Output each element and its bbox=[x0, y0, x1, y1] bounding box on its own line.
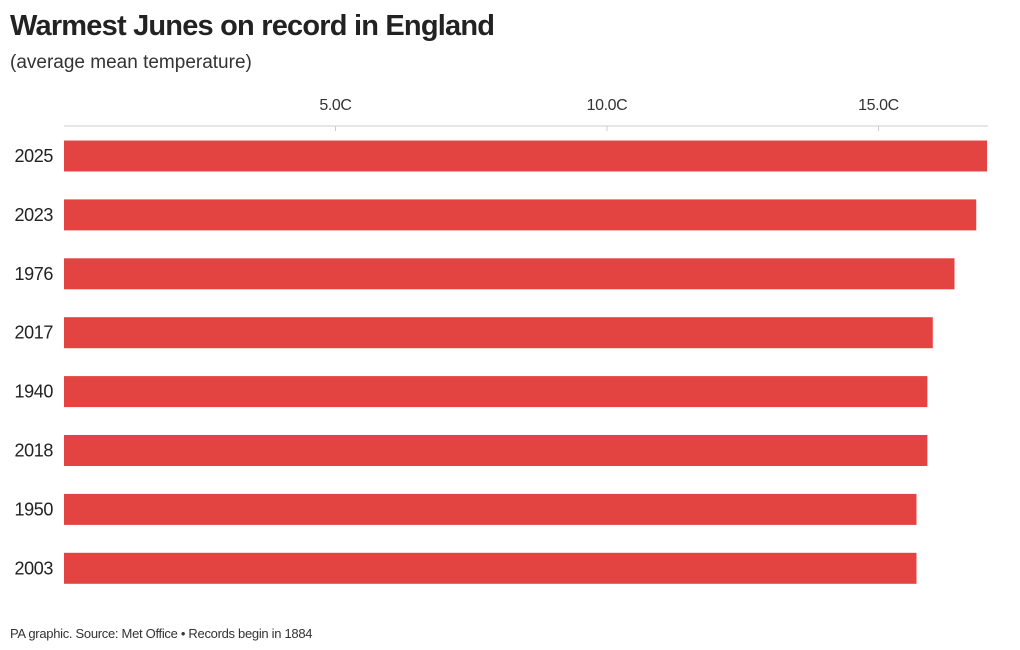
category-label: 2018 bbox=[15, 441, 54, 461]
bar-2023 bbox=[64, 199, 977, 231]
bar-2025 bbox=[64, 140, 988, 172]
x-tick-label: 15.0C bbox=[858, 97, 899, 114]
source-note: PA graphic. Source: Met Office • Records… bbox=[10, 626, 313, 641]
chart-title: Warmest Junes on record in England bbox=[10, 10, 495, 42]
bar-1976 bbox=[64, 258, 955, 290]
category-label: 1976 bbox=[15, 264, 54, 284]
x-tick-label: 5.0C bbox=[319, 97, 351, 114]
bar-2003 bbox=[64, 552, 917, 584]
category-label: 2017 bbox=[15, 323, 54, 343]
x-tick-label: 10.0C bbox=[587, 97, 628, 114]
bar-1940 bbox=[64, 376, 928, 408]
bars bbox=[64, 140, 988, 584]
chart-subtitle: (average mean temperature) bbox=[10, 52, 252, 73]
category-label: 2003 bbox=[15, 558, 54, 578]
category-label: 1950 bbox=[15, 499, 54, 519]
category-label: 2023 bbox=[15, 205, 54, 225]
category-label: 2025 bbox=[15, 146, 54, 166]
category-labels: 2025 2023 1976 2017 1940 2018 1950 2003 bbox=[15, 146, 54, 578]
category-label: 1940 bbox=[15, 382, 54, 402]
bar-2017 bbox=[64, 317, 933, 349]
bar-1950 bbox=[64, 493, 917, 525]
x-axis: 5.0C 10.0C 15.0C bbox=[64, 97, 988, 131]
bar-2018 bbox=[64, 435, 928, 466]
